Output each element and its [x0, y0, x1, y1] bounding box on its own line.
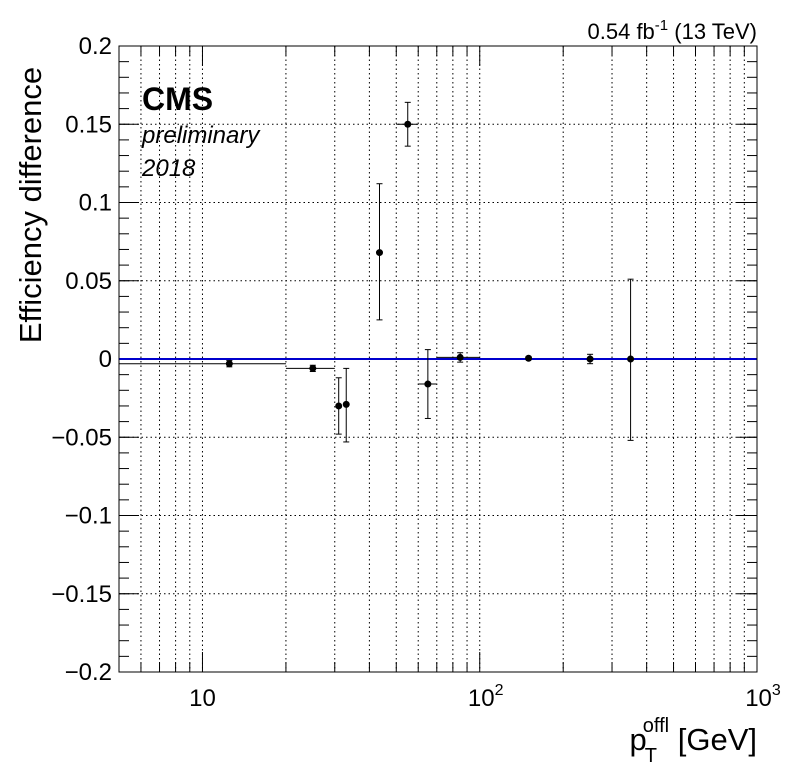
data-marker [424, 380, 432, 388]
y-tick-label: 0.15 [65, 111, 112, 138]
preliminary-label: preliminary [141, 122, 261, 149]
x-axis-title-main: p [630, 722, 647, 757]
y-tick-label: −0.15 [51, 581, 112, 608]
data-point [375, 183, 383, 321]
data-point [418, 349, 437, 419]
y-tick-label: −0.2 [65, 659, 112, 686]
data-point [285, 364, 335, 373]
cms-label: CMS [142, 81, 213, 117]
data-point [396, 101, 419, 147]
lumi-exponent: -1 [655, 17, 668, 34]
data-point [586, 353, 594, 365]
x-tick-label: 103 [745, 682, 781, 712]
data-marker [586, 355, 594, 363]
data-marker [456, 353, 464, 361]
y-tick-label: 0.1 [79, 190, 112, 217]
y-tick-label: 0.2 [79, 33, 112, 60]
y-tick-label: 0 [99, 346, 112, 373]
x-tick-label: 10 [189, 685, 216, 712]
x-tick-label: 102 [468, 682, 504, 712]
data-point [335, 377, 343, 435]
y-tick-label: 0.05 [65, 268, 112, 295]
data-marker [375, 249, 383, 257]
data-points [119, 101, 635, 443]
data-marker [404, 120, 412, 128]
x-axis-title-sub: T [645, 745, 657, 767]
lumi-energy: (13 TeV) [668, 19, 757, 44]
data-point [525, 354, 533, 362]
data-point [436, 352, 480, 363]
data-point [342, 367, 350, 443]
plot-frame [118, 45, 758, 673]
x-tick-labels: 10 102 103 [189, 682, 781, 712]
luminosity-label: 0.54 fb-1 (13 TeV) [588, 17, 757, 44]
data-marker [525, 354, 533, 362]
data-marker [342, 400, 350, 408]
x-axis-title-sup: offl [643, 715, 669, 737]
y-tick-label: −0.1 [65, 503, 112, 530]
data-marker [335, 402, 343, 410]
data-point [627, 278, 635, 441]
lumi-value: 0.54 fb [588, 19, 655, 44]
x-axis-title: pToffl [GeV] [630, 715, 757, 767]
year-label: 2018 [141, 155, 196, 182]
y-tick-labels: 0.2 0.15 0.1 0.05 0 −0.05 −0.1 −0.15 −0.2 [51, 33, 112, 686]
data-marker [225, 360, 233, 368]
data-point [119, 360, 286, 368]
data-marker [627, 355, 635, 363]
y-axis-title: Efficiency difference [13, 67, 48, 343]
data-marker [309, 364, 317, 372]
x-axis-title-unit: [GeV] [669, 722, 757, 757]
y-tick-label: −0.05 [51, 424, 112, 451]
